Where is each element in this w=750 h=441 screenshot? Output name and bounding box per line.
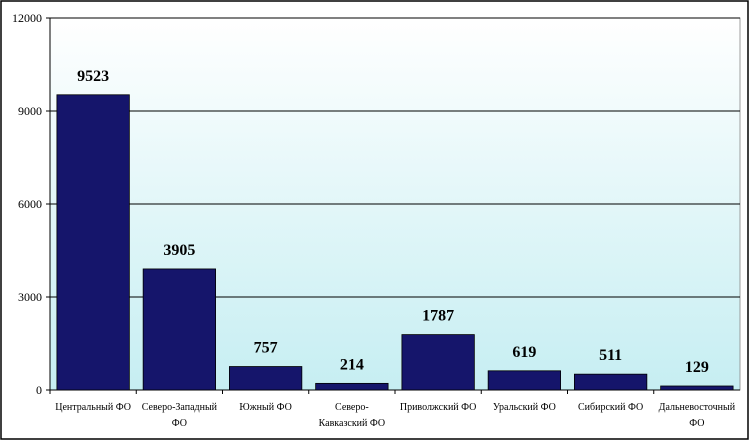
value-label: 3905 xyxy=(163,242,195,259)
bar xyxy=(574,373,648,391)
value-label: 9523 xyxy=(77,68,109,85)
y-tick-label: 12000 xyxy=(12,11,42,25)
bar xyxy=(487,370,561,391)
x-tick-label: Дальневосточный ФО xyxy=(658,402,736,429)
x-tick-label: Центральный ФО xyxy=(55,402,131,413)
value-label: 1787 xyxy=(422,308,454,325)
bar xyxy=(401,334,475,391)
y-tick-label: 0 xyxy=(36,383,42,397)
bar xyxy=(660,385,734,391)
x-tick-label: Южный ФО xyxy=(239,402,292,413)
bar xyxy=(315,382,389,391)
x-tick-label: Северо-Западный ФО xyxy=(141,402,218,429)
x-tick-label: Уральский ФО xyxy=(492,402,556,413)
y-tick-label: 9000 xyxy=(18,104,42,118)
value-label: 757 xyxy=(254,340,278,357)
x-tick-label: Приволжский ФО xyxy=(399,402,477,413)
value-label: 511 xyxy=(599,347,622,364)
value-label: 129 xyxy=(685,359,709,376)
value-label: 619 xyxy=(512,344,536,361)
y-tick-label: 6000 xyxy=(18,197,42,211)
bar xyxy=(142,268,216,391)
value-label: 214 xyxy=(340,356,364,373)
x-tick-label: Северо-Кавказский ФО xyxy=(318,402,386,429)
y-tick-label: 3000 xyxy=(18,290,42,304)
x-tick-label: Сибирский ФО xyxy=(578,402,644,413)
bar xyxy=(228,366,303,391)
bar xyxy=(56,94,130,391)
